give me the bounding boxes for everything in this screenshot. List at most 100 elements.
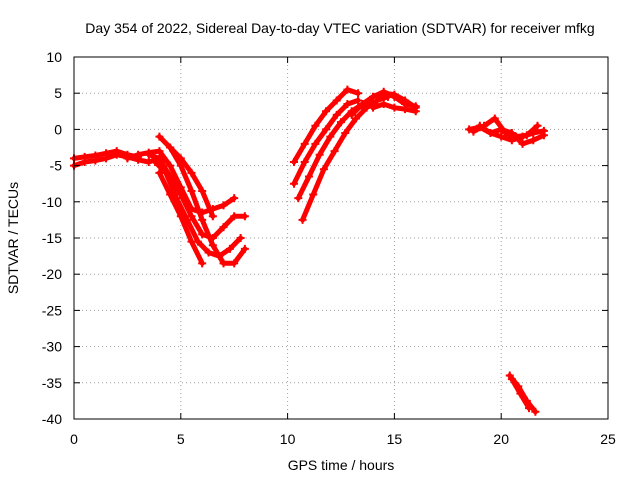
data-point-marker xyxy=(354,96,363,105)
data-point-marker xyxy=(198,186,207,195)
data-point-marker xyxy=(319,165,328,174)
data-point-marker xyxy=(155,132,164,141)
data-point-marker xyxy=(198,259,207,268)
y-tick-label: -15 xyxy=(42,230,62,246)
series-line xyxy=(146,152,248,241)
data-point-marker xyxy=(198,230,207,239)
data-point-marker xyxy=(80,152,89,161)
series-arc-9 xyxy=(166,143,217,221)
y-tick-label: -20 xyxy=(42,266,62,282)
data-point-marker xyxy=(390,92,399,101)
y-tick-label: -35 xyxy=(42,375,62,391)
series-arc-10 xyxy=(290,85,363,166)
data-point-marker xyxy=(379,87,388,96)
data-point-marker xyxy=(469,127,478,136)
data-point-marker xyxy=(208,241,217,250)
x-tick-label: 0 xyxy=(70,431,78,447)
data-point-marker xyxy=(166,190,175,199)
y-tick-label: -5 xyxy=(50,158,63,174)
data-point-marker xyxy=(225,244,234,253)
data-point-marker xyxy=(240,212,249,221)
data-point-marker xyxy=(529,136,538,145)
data-point-marker xyxy=(300,139,309,148)
data-point-marker xyxy=(134,150,143,159)
data-point-marker xyxy=(522,131,531,140)
data-point-marker xyxy=(347,110,356,119)
data-point-marker xyxy=(341,129,350,138)
data-point-marker xyxy=(144,150,153,159)
data-point-marker xyxy=(187,168,196,177)
x-axis-title: GPS time / hours xyxy=(288,457,395,473)
data-point-marker xyxy=(343,85,352,94)
data-point-marker xyxy=(151,157,160,166)
data-point-marker xyxy=(507,375,516,384)
data-point-marker xyxy=(230,259,239,268)
data-point-marker xyxy=(155,147,164,156)
data-point-marker xyxy=(298,215,307,224)
chart-title: Day 354 of 2022, Sidereal Day-to-day VTE… xyxy=(85,20,594,36)
y-tick-label: 5 xyxy=(54,85,62,101)
data-point-marker xyxy=(497,125,506,134)
data-point-marker xyxy=(166,143,175,152)
series-arc-11 xyxy=(290,96,363,188)
data-point-marker xyxy=(123,154,132,163)
data-point-marker xyxy=(208,212,217,221)
ticks-layer xyxy=(73,56,609,420)
data-point-marker xyxy=(187,212,196,221)
data-point-marker xyxy=(155,168,164,177)
data-point-marker xyxy=(369,92,378,101)
data-point-marker xyxy=(337,118,345,127)
series-arc-15 xyxy=(347,87,420,119)
data-point-marker xyxy=(294,194,303,203)
y-tick-label: -10 xyxy=(42,194,62,210)
x-tick-label: 5 xyxy=(177,431,185,447)
data-point-marker xyxy=(490,114,499,123)
data-point-marker xyxy=(290,157,299,166)
data-point-marker xyxy=(204,248,213,257)
data-point-marker xyxy=(354,89,363,98)
data-point-marker xyxy=(465,125,474,134)
y-tick-label: -40 xyxy=(42,411,62,427)
data-point-marker xyxy=(219,201,228,210)
data-point-marker xyxy=(187,186,196,195)
series-arc-21 xyxy=(507,375,533,413)
data-point-marker xyxy=(230,194,239,203)
data-point-marker xyxy=(518,139,527,148)
data-point-marker xyxy=(240,244,249,253)
data-point-marker xyxy=(332,96,341,105)
data-point-marker xyxy=(311,139,320,148)
data-point-marker xyxy=(290,179,299,188)
x-tick-label: 15 xyxy=(387,431,403,447)
data-point-marker xyxy=(533,121,542,130)
data-point-marker xyxy=(516,389,525,398)
y-axis-title: SDTVAR / TECUs xyxy=(5,182,21,294)
data-point-marker xyxy=(187,237,196,246)
data-point-marker xyxy=(230,212,239,221)
x-tick-label: 20 xyxy=(493,431,509,447)
series-layer xyxy=(70,85,548,416)
data-point-marker xyxy=(155,154,164,163)
y-tick-label: -25 xyxy=(42,302,62,318)
data-point-marker xyxy=(311,121,320,130)
data-point-marker xyxy=(176,154,185,163)
y-tick-label: -30 xyxy=(42,339,62,355)
data-point-marker xyxy=(315,150,324,159)
data-point-marker xyxy=(507,129,516,138)
data-point-marker xyxy=(497,132,506,141)
data-point-marker xyxy=(411,107,420,116)
data-point-marker xyxy=(198,215,207,224)
labels-layer: 0 5 10 15 20 25 10 5 0 -5 -10 -15 -20 -25 -30 -35 -40 xyxy=(42,49,616,447)
data-point-marker xyxy=(322,107,331,116)
x-tick-label: 25 xyxy=(600,431,616,447)
data-point-marker xyxy=(219,259,228,268)
data-point-marker xyxy=(390,103,399,112)
data-point-marker xyxy=(332,110,341,119)
x-tick-label: 10 xyxy=(280,431,296,447)
data-point-marker xyxy=(379,100,388,109)
data-point-marker xyxy=(475,121,484,130)
series-line xyxy=(199,195,237,216)
y-tick-label: 0 xyxy=(54,121,62,137)
